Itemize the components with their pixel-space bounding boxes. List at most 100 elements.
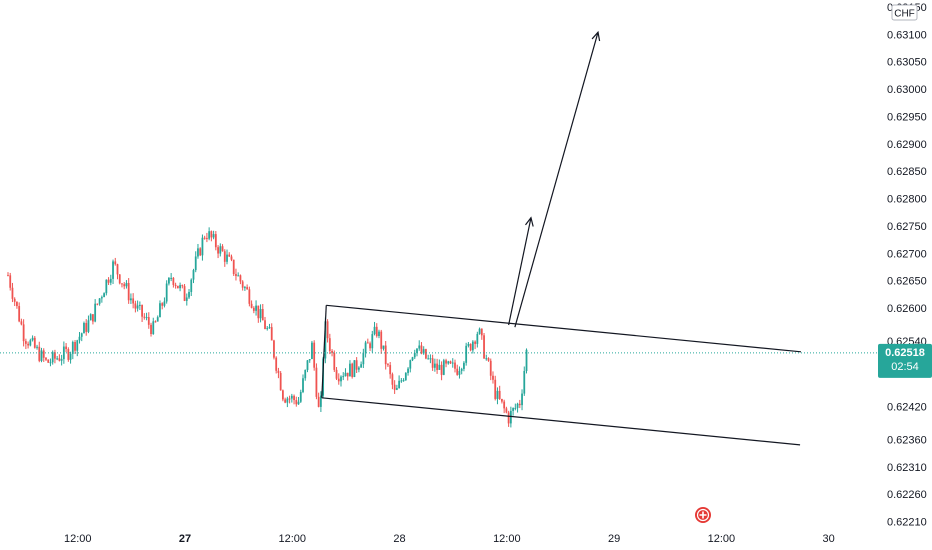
candle-body [228,254,231,257]
arrow-long[interactable] [514,32,599,328]
candle-body [203,237,206,239]
candle-body [22,324,25,342]
candle-body [36,346,38,348]
candle-body [371,334,374,349]
candle-body [250,303,253,308]
candle-body [270,327,273,341]
candle-body [503,401,506,409]
candle-body [78,336,81,341]
candle-body [456,368,459,375]
candle-body [100,297,103,299]
candle-body [89,314,92,321]
price-tick-label: 0.63000 [887,84,927,96]
candle-body [152,321,155,335]
arrow-short[interactable] [508,217,532,326]
candle-body [297,401,300,405]
price-tick-label: 0.62420 [887,402,927,414]
candle-body [105,279,108,294]
candle-body [476,333,479,344]
price-axis[interactable]: 0.631500.631000.630500.630000.629500.629… [878,0,932,529]
candle-body [47,359,50,363]
candle-body [237,275,240,277]
drawings-layer[interactable] [321,30,802,446]
candle-body [409,360,412,369]
candle-body [469,343,472,351]
candle-body [9,275,12,288]
price-tick-label: 0.62210 [887,517,927,529]
candle-body [478,328,481,334]
candle-body [20,321,23,325]
channel-upper-line[interactable] [326,304,802,353]
candle-body [340,376,342,382]
time-tick-label: 28 [393,533,405,545]
candle-body [156,317,159,322]
candle-body [279,373,282,391]
candle-body [411,357,414,361]
candle-body [398,380,401,389]
candle-body [295,400,298,405]
candle-body [413,353,416,358]
candle-body [306,360,309,370]
candle-body [494,379,497,399]
candle-body [523,371,526,394]
candle-body [293,395,295,401]
candle-body [324,321,327,359]
candle-body [487,358,490,361]
candle-body [501,398,503,402]
candle-body [364,342,367,353]
currency-badge-box [891,4,918,21]
candle-body [210,231,213,238]
price-axis-labels: 0.631500.631000.630500.630000.629500.629… [887,2,927,529]
candle-body [483,335,485,359]
candle-body [94,303,97,322]
current-price-value: 0.62518 [885,347,925,359]
candle-body [378,331,380,337]
candle-body [485,358,488,360]
candle-body [328,338,331,351]
candle-body [80,333,83,337]
candle-body [109,278,112,283]
candle-body [92,314,94,322]
channel-left-edge[interactable] [321,305,327,398]
candle-body [362,352,365,365]
candle-body [145,317,148,319]
candle-body [496,390,499,399]
currency-badge: CHF [891,4,918,21]
price-tick-label: 0.62310 [887,462,927,474]
candle-body [170,277,173,279]
candle-body [212,234,215,238]
candle-body [373,326,376,335]
candle-body [518,403,521,406]
candle-body [315,367,318,397]
candle-body [83,322,85,334]
candle-body [147,317,150,325]
candle-body [18,306,21,322]
candle-body [442,360,445,375]
candle-body [465,345,468,363]
candle-body [395,388,398,390]
currency-badge-text: CHF [894,9,915,20]
time-axis[interactable]: 12:00 27 12:00 28 12:00 29 12:00 30 [0,528,878,550]
candle-body [447,361,450,364]
candle-body [261,308,264,321]
arrow-short-head [525,216,534,227]
candle-body [273,340,275,358]
candle-body [49,362,52,364]
candle-body [168,277,170,284]
time-axis-bg [0,528,878,550]
time-tick-label: 29 [608,533,620,545]
candle-body [219,246,222,254]
candle-body [161,303,164,306]
candle-body [335,369,338,379]
alert-icon[interactable] [695,507,711,523]
candle-body [69,353,72,360]
candle-body [136,305,139,309]
candle-body [264,320,266,329]
candle-body [355,360,358,370]
candle-body [380,331,383,349]
arrow-long-head [591,30,601,42]
candle-body [357,367,360,370]
channel-lower-line[interactable] [321,397,801,446]
candle-body [416,348,418,354]
